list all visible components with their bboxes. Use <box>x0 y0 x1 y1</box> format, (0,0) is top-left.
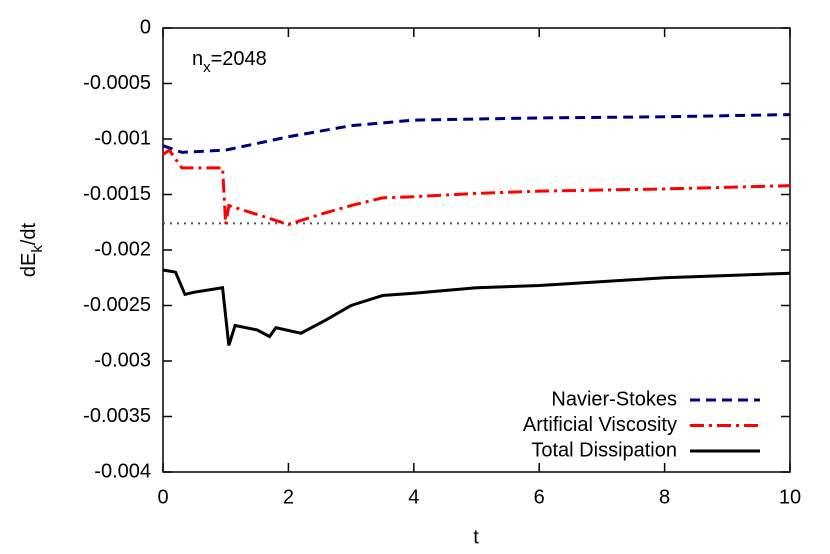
y-tick-label: 0 <box>140 16 151 38</box>
annotation-sub: x <box>203 59 211 76</box>
y-tick-label: -0.003 <box>94 349 151 371</box>
legend-label: Total Dissipation <box>531 439 677 461</box>
y-tick-label: -0.0035 <box>83 405 151 427</box>
x-tick-label: 0 <box>157 486 168 508</box>
x-tick-label: 10 <box>779 486 801 508</box>
annotation: nx=2048 <box>192 48 267 76</box>
x-axis-label: t <box>473 526 479 548</box>
legend-label: Artificial Viscosity <box>523 414 677 436</box>
y-tick-label: -0.0005 <box>83 72 151 94</box>
x-tick-label: 2 <box>283 486 294 508</box>
annotation-rest: =2048 <box>211 48 267 70</box>
y-tick-label: -0.001 <box>94 127 151 149</box>
x-tick-label: 4 <box>408 486 419 508</box>
y-tick-label: -0.0015 <box>83 183 151 205</box>
y-tick-label: -0.0025 <box>83 294 151 316</box>
series-line <box>162 268 791 346</box>
x-tick-label: 6 <box>534 486 545 508</box>
legend-label: Navier-Stokes <box>551 388 677 410</box>
y-tick-label: -0.002 <box>94 238 151 260</box>
y-axis-label: dEk/dt <box>18 222 46 277</box>
y-label-sub: k <box>29 245 46 253</box>
plot-frame <box>162 27 791 473</box>
annotation-base: n <box>192 48 203 70</box>
series-line <box>162 148 791 227</box>
x-tick-label: 8 <box>659 486 670 508</box>
y-label-base: dE <box>18 253 40 277</box>
series-line <box>162 113 791 154</box>
y-label-rest: /dt <box>18 222 40 245</box>
y-tick-label: -0.004 <box>94 460 151 482</box>
